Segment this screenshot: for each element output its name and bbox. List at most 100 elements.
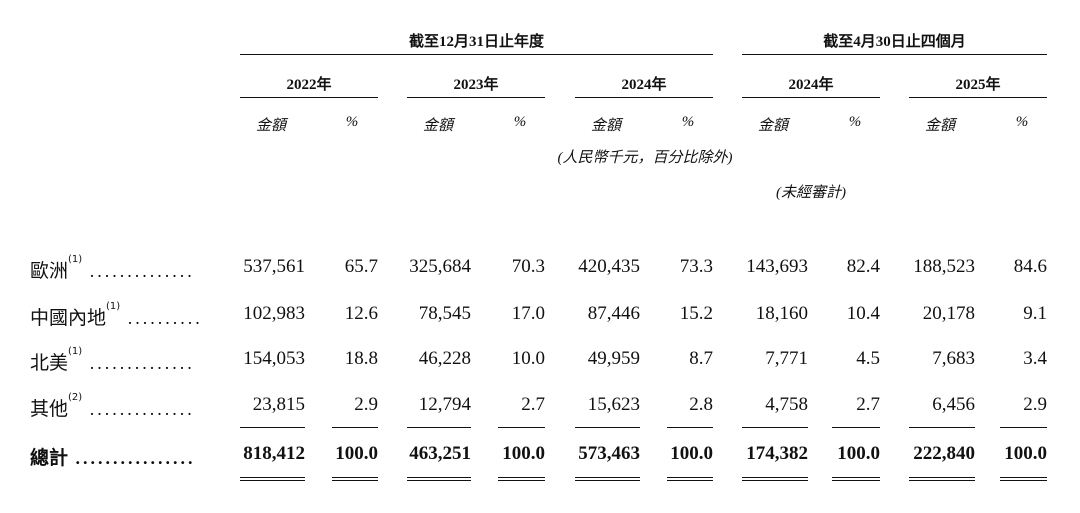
amount-2024-4m-cell: 143,693 [746,256,808,277]
total-amount-2023-cell: 463,251 [409,443,471,464]
row-label-text: 總計 [30,447,69,469]
subtotal-rule [498,427,545,428]
amount-2023-cell: 325,684 [409,256,471,277]
subtotal-rule [332,427,378,428]
group-header-four-months-rule [742,54,1047,55]
total-pct-2022-cell: 100.0 [335,443,378,464]
amount-2024-cell: 15,623 [587,394,640,415]
leader-dots: .............. [82,399,195,419]
amount-2024-cell: 49,959 [587,348,640,369]
subtotal-rule [909,427,975,428]
leader-dots: .............. [82,261,195,281]
subtotal-rule [240,427,305,428]
pct-2024-4m-cell: 2.7 [856,394,880,415]
amount-2025-cell: 188,523 [913,256,975,277]
pct-2025-cell: 84.6 [1013,256,1047,277]
subtotal-rule [742,427,808,428]
year-header-2025: 2025年 [955,77,1001,93]
pct-header: % [1015,114,1029,130]
amount-header: 金額 [924,118,955,134]
row-label: 北美(1) .............. [30,346,195,375]
footnote-marker: (1) [68,254,83,265]
subtotal-rule [667,427,713,428]
year-rule-2022 [240,97,378,98]
total-double-rule [240,477,305,481]
amount-2024-4m-cell: 18,160 [755,303,808,324]
pct-2024-4m-cell: 4.5 [856,348,880,369]
total-double-rule [742,477,808,481]
pct-2024-cell: 15.2 [679,303,713,324]
group-header-four-months: 截至4月30日止四個月 [823,34,966,50]
total-pct-2023-cell: 100.0 [502,443,545,464]
amount-2024-4m-cell: 7,771 [765,348,808,369]
amount-header: 金額 [757,118,788,134]
pct-2024-cell: 2.8 [689,394,713,415]
year-rule-2024 [575,97,713,98]
year-rule-2023 [407,97,545,98]
pct-2022-cell: 18.8 [344,348,378,369]
amount-2022-cell: 537,561 [243,256,305,277]
amount-2025-cell: 20,178 [922,303,975,324]
amount-2025-cell: 6,456 [932,394,975,415]
total-double-rule [407,477,471,481]
pct-2024-4m-cell: 82.4 [846,256,880,277]
amount-2023-cell: 12,794 [418,394,471,415]
row-label: 其他(2) .............. [30,392,195,421]
year-header-2023: 2023年 [453,77,499,93]
total-amount-2022-cell: 818,412 [243,443,305,464]
row-label-text: 其他 [30,398,69,420]
subtotal-rule [407,427,471,428]
amount-2022-cell: 154,053 [243,348,305,369]
pct-2023-cell: 17.0 [511,303,545,324]
pct-2023-cell: 2.7 [521,394,545,415]
pct-2024-4m-cell: 10.4 [846,303,880,324]
leader-dots: .............. [82,353,195,373]
total-amount-2024-4m-cell: 174,382 [746,443,808,464]
total-pct-2024-4m-cell: 100.0 [837,443,880,464]
leader-dots: .......... [120,308,203,328]
currency-note: (人民幣千元，百分比除外) [557,150,733,166]
amount-header: 金額 [422,118,453,134]
total-double-rule [1000,477,1047,481]
year-rule-2024-four-months [742,97,880,98]
amount-2024-4m-cell: 4,758 [765,394,808,415]
pct-header: % [345,114,359,130]
total-double-rule [498,477,545,481]
row-label-text: 歐洲 [30,260,69,282]
pct-header: % [681,114,695,130]
total-pct-2024-cell: 100.0 [670,443,713,464]
year-header-2024-four-months: 2024年 [788,77,834,93]
subtotal-rule [575,427,640,428]
total-pct-2025-cell: 100.0 [1004,443,1047,464]
pct-2024-cell: 73.3 [679,256,713,277]
amount-2023-cell: 78,545 [418,303,471,324]
amount-2022-cell: 102,983 [243,303,305,324]
amount-2024-cell: 420,435 [578,256,640,277]
leader-dots: ................ [68,448,196,468]
pct-2022-cell: 2.9 [354,394,378,415]
pct-header: % [848,114,862,130]
amount-header: 金額 [590,118,621,134]
total-amount-2024-cell: 573,463 [578,443,640,464]
amount-header: 金額 [255,118,286,134]
pct-2025-cell: 9.1 [1023,303,1047,324]
pct-2023-cell: 10.0 [511,348,545,369]
amount-2025-cell: 7,683 [932,348,975,369]
group-header-annual: 截至12月31日止年度 [408,34,544,50]
group-header-annual-rule [240,54,713,55]
pct-2022-cell: 65.7 [344,256,378,277]
total-double-rule [909,477,975,481]
total-double-rule [832,477,880,481]
amount-2022-cell: 23,815 [252,394,305,415]
pct-header: % [513,114,527,130]
amount-2024-cell: 87,446 [587,303,640,324]
subtotal-rule [1000,427,1047,428]
row-label-text: 中國內地 [30,307,107,329]
year-header-2024: 2024年 [621,77,667,93]
pct-2022-cell: 12.6 [344,303,378,324]
row-label: 歐洲(1) .............. [30,254,195,283]
row-label-text: 北美 [30,352,69,374]
unaudited-note: (未經審計) [776,185,846,201]
year-rule-2025 [909,97,1047,98]
subtotal-rule [832,427,880,428]
